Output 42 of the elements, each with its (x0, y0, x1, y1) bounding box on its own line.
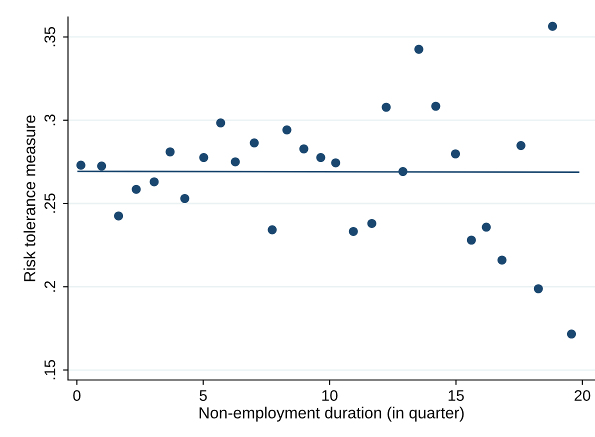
point (97, 162, 106, 171)
point (114, 211, 124, 220)
point (268, 225, 277, 234)
point (566, 330, 576, 339)
point (282, 125, 292, 134)
x-tick-label: 0 (73, 390, 80, 401)
x-axis-title: Non-employment duration (in quarter) (200, 406, 464, 422)
point (216, 118, 226, 128)
y-tick-label: .2 (44, 281, 56, 292)
point (331, 158, 340, 168)
point (180, 194, 190, 204)
y-tick-label: .35 (44, 27, 56, 46)
x-tick-label: 5 (200, 390, 207, 401)
x-tick-label: 10 (322, 390, 338, 401)
point (466, 236, 476, 245)
point (534, 284, 543, 294)
point (299, 144, 308, 154)
point (450, 149, 460, 158)
point (482, 222, 491, 232)
point (548, 22, 558, 31)
y-tick-label: .3 (44, 114, 56, 126)
point (199, 153, 208, 162)
point (150, 177, 159, 186)
y-tick-label: .25 (44, 194, 56, 213)
point (230, 157, 240, 166)
point (76, 160, 86, 170)
x-tick-label: 20 (574, 390, 590, 401)
y-axis-title: Risk tolerance measure (24, 115, 36, 282)
point (398, 167, 408, 176)
point (382, 102, 391, 112)
point (132, 184, 141, 194)
point (431, 102, 440, 111)
point (497, 256, 506, 265)
point (414, 44, 424, 54)
point (316, 153, 326, 162)
point (166, 147, 175, 156)
x-tick-label: 15 (448, 390, 464, 401)
point (348, 226, 358, 236)
point (367, 218, 376, 228)
point (516, 141, 526, 150)
y-tick-label: .15 (44, 360, 56, 380)
point (250, 138, 259, 148)
